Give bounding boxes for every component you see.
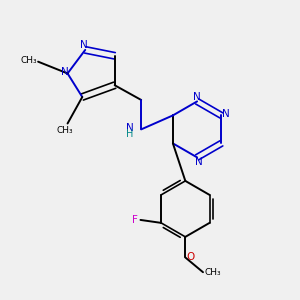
Text: O: O: [187, 253, 195, 262]
Text: N: N: [80, 40, 88, 50]
Text: CH₃: CH₃: [56, 126, 73, 135]
Text: N: N: [195, 157, 203, 167]
Text: N: N: [222, 109, 230, 119]
Text: N: N: [193, 92, 201, 102]
Text: CH₃: CH₃: [205, 268, 221, 277]
Text: N: N: [61, 67, 68, 77]
Text: F: F: [132, 215, 138, 225]
Text: N: N: [125, 123, 133, 133]
Text: CH₃: CH₃: [20, 56, 37, 65]
Text: H: H: [126, 129, 133, 139]
